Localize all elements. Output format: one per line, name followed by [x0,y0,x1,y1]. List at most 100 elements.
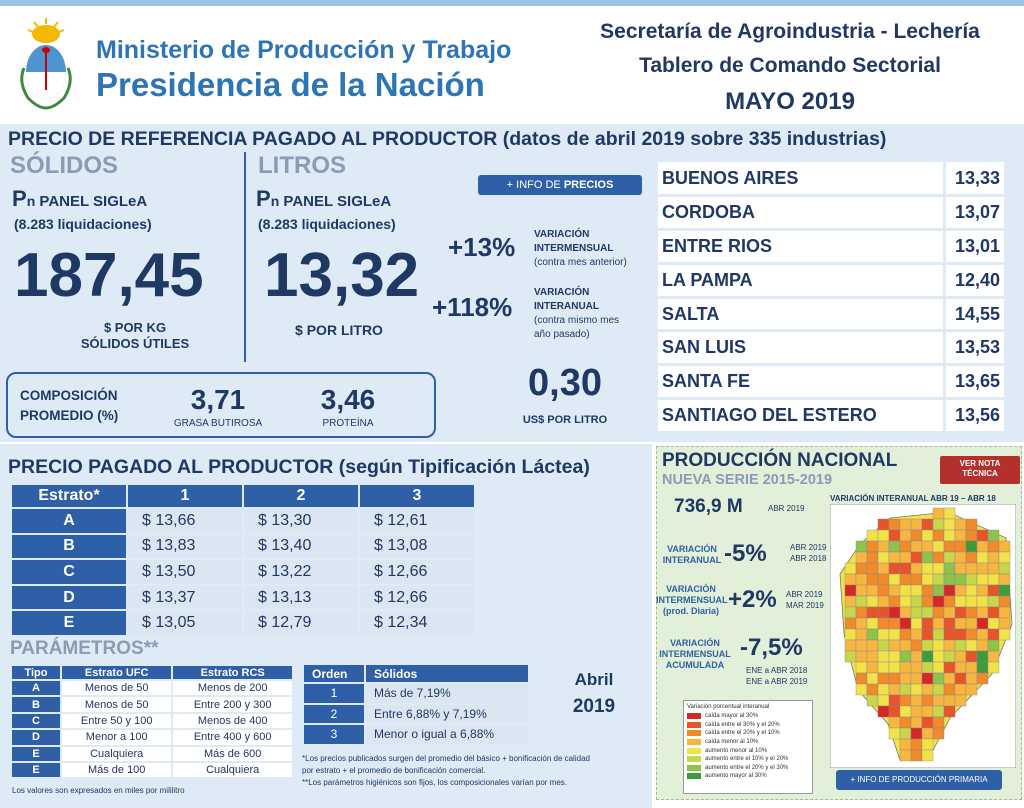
var-intermensual-label: VARIACIÓN INTERMENSUAL (contra mes anter… [534,229,627,268]
table-row: D Menor a 100 Entre 400 y 600 [10,728,294,747]
map-district [921,672,934,685]
map-district [855,606,868,619]
parametros-title: PARÁMETROS** [10,638,159,659]
map-district [844,573,857,586]
info-produccion-primaria-button[interactable]: + INFO DE PRODUCCIÓN PRIMARIA [836,770,1002,790]
usd-value: 0,30 [528,362,602,404]
map-district [943,507,956,520]
map-district [910,749,923,762]
parametros-cell: C [10,711,62,731]
map-district [899,573,912,586]
map-district [954,683,967,696]
estrato-price: $ 13,22 [242,558,360,586]
note-precios-2: por estrato + el promedio de bonificació… [302,766,486,775]
map-district [998,540,1011,553]
parametros-cell: Cualquiera [171,760,294,780]
map-district [844,650,857,663]
map-district [987,584,1000,597]
map-district [899,716,912,729]
map-district [888,727,901,740]
parametros-cell: E [10,760,62,780]
ministry-name: Ministerio de Producción y Trabajo [96,36,512,64]
estrato-header-cell: 3 [358,483,476,509]
map-district [899,617,912,630]
province-name: LA PAMPA [658,263,944,299]
map-district [921,650,934,663]
parametros-header-cell: Estrato RCS [171,664,294,681]
legend-item: caída mayor al 30% [684,712,812,721]
estrato-label: B [10,532,128,561]
map-district [888,595,901,608]
map-district [976,661,989,674]
province-price: 13,53 [942,330,1004,367]
table-row: B Menos de 50 Entre 200 y 300 [10,695,294,714]
legend-label: caída mayor al 30% [705,713,759,720]
map-district [987,606,1000,619]
map-district [921,562,934,575]
map-district [866,661,879,674]
map-district [932,694,945,707]
map-district [877,595,890,608]
province-name: SALTA [658,297,944,333]
table-row: E $ 13,05 $ 12,79 $ 12,34 [10,609,476,637]
estrato-label: C [10,558,128,586]
map-district [987,551,1000,564]
map-district [976,562,989,575]
table-row: E Más de 100 Cualquiera [10,760,294,780]
map-district [943,518,956,531]
map-district [844,628,857,641]
map-district [965,584,978,597]
estrato-label: D [10,583,128,612]
legend-swatch [687,773,701,780]
legend-item: aumento mayor al 30% [684,772,812,781]
map-district [987,595,1000,608]
prod-var-intermensual-value: +2% [728,586,777,613]
map-district [943,584,956,597]
map-district [965,595,978,608]
map-district [866,606,879,619]
map-district [965,617,978,630]
estrato-price: $ 13,37 [126,583,244,612]
legend-label: aumento entre el 10% y el 20% [705,756,789,763]
parametros-cell: Entre 400 y 600 [171,728,294,747]
reference-price-title: PRECIO DE REFERENCIA PAGADO AL PRODUCTOR… [8,128,887,150]
map-district [987,650,1000,663]
map-district [987,617,1000,630]
map-district [910,606,923,619]
estrato-price: $ 13,05 [126,609,244,637]
map-district [910,595,923,608]
map-district [866,551,879,564]
map-district [954,529,967,542]
map-district [954,628,967,641]
province-row: SALTA 14,55 [658,297,1004,333]
map-district [899,551,912,564]
map-district [976,595,989,608]
province-name: SAN LUIS [658,330,944,367]
parametros-cell: Menor a 100 [59,728,174,747]
info-precios-button[interactable]: + INFO DE PRECIOS [478,175,642,195]
map-district [910,650,923,663]
prod-var-intermensual-p2: MAR 2019 [786,601,824,610]
orden-cell: Más de 7,19% [364,682,530,705]
map-district [899,595,912,608]
province-row: LA PAMPA 12,40 [658,263,1004,299]
map-district [888,584,901,597]
map-district [932,727,945,740]
ver-nota-tecnica-button[interactable]: VER NOTA TÉCNICA [940,456,1020,484]
map-district [921,639,934,652]
map-district [987,573,1000,586]
abril-label: Abril [574,670,614,689]
provinces-table: BUENOS AIRES 13,33 CORDOBA 13,07 ENTRE RIOS 1… [658,162,1004,434]
estrato-header-cell: 2 [242,483,360,509]
map-district [899,694,912,707]
table-row: A $ 13,66 $ 13,30 $ 12,61 [10,507,476,535]
map-district [976,628,989,641]
map-district [921,551,934,564]
map-district [877,573,890,586]
estrato-price: $ 12,34 [358,609,476,637]
province-row: BUENOS AIRES 13,33 [658,162,1004,198]
map-district [899,749,912,762]
legend-item: caída menor al 10% [684,738,812,747]
map-district [899,562,912,575]
map-district [866,628,879,641]
